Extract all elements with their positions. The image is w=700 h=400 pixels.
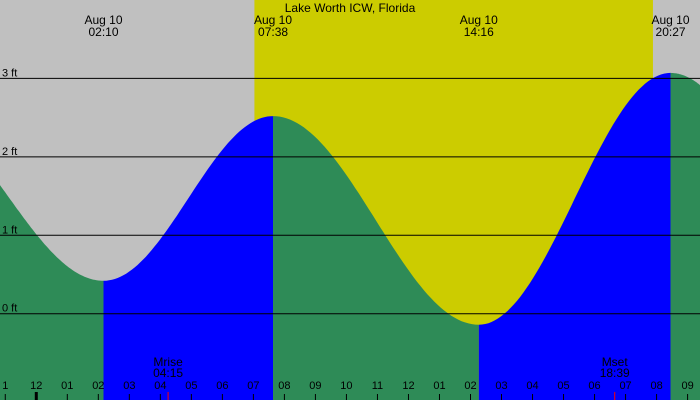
extreme-time-label: 07:38 — [258, 25, 288, 39]
rising-tide-area — [478, 72, 671, 400]
moon-event-label: Mset — [602, 355, 629, 369]
y-tick-label: 0 ft — [2, 303, 17, 315]
hour-axis: 1 12 01 02 03 04 05 06 07 08 09 10 11 12 01 02 03 04 05 06 0… — [2, 380, 694, 400]
hour-tick-label: 05 — [557, 380, 569, 392]
hour-tick-label: 08 — [650, 380, 662, 392]
hour-tick-label: 06 — [216, 380, 228, 392]
hour-tick-label: 03 — [123, 380, 135, 392]
hour-tick-label: 09 — [681, 380, 693, 392]
falling-tide-area — [273, 116, 479, 400]
y-tick-label: 2 ft — [2, 146, 17, 158]
moon-event-time: 18:39 — [600, 366, 630, 380]
hour-tick-label: 02 — [92, 380, 104, 392]
hour-tick-label: 04 — [154, 380, 166, 392]
hour-tick-label: 01 — [433, 380, 445, 392]
extreme-date-label: Aug 10 — [460, 13, 498, 27]
chart-title: Lake Worth ICW, Florida — [285, 1, 416, 15]
hour-tick-label: 07 — [247, 380, 259, 392]
y-tick-label: 3 ft — [2, 67, 17, 79]
hour-tick-label: 11 — [372, 380, 383, 392]
hour-tick-label: 01 — [61, 380, 73, 392]
hour-tick-label: 12 — [30, 380, 42, 392]
extreme-time-label: 14:16 — [464, 25, 494, 39]
hour-tick-label: 09 — [309, 380, 321, 392]
hour-tick-label: 08 — [278, 380, 290, 392]
hour-tick-label: 07 — [619, 380, 631, 392]
extreme-date-label: Aug 10 — [254, 13, 292, 27]
extreme-time-label: 02:10 — [88, 25, 118, 39]
hour-tick-label: 06 — [588, 380, 600, 392]
moon-event-label: Mrise — [153, 355, 183, 369]
y-axis-ticks: 0 ft 1 ft 2 ft 3 ft — [2, 67, 17, 314]
rising-tide-area — [103, 116, 273, 400]
extreme-time-label: 20:27 — [656, 25, 686, 39]
hour-tick-label: 02 — [464, 380, 476, 392]
falling-tide-area — [0, 185, 104, 400]
hour-tick-label: 03 — [495, 380, 507, 392]
y-tick-label: 1 ft — [2, 224, 17, 236]
hour-tick-label: 12 — [402, 380, 414, 392]
extreme-date-label: Aug 10 — [652, 13, 690, 27]
tide-areas — [0, 72, 700, 400]
hour-tick-label: 04 — [526, 380, 538, 392]
moon-event-time: 04:15 — [153, 366, 183, 380]
hour-tick-label: 10 — [340, 380, 352, 392]
extreme-date-label: Aug 10 — [84, 13, 122, 27]
falling-tide-area — [670, 72, 700, 400]
gridlines — [0, 77, 700, 315]
hour-tick-label: 05 — [185, 380, 197, 392]
hour-tick-label: 1 — [2, 380, 8, 392]
